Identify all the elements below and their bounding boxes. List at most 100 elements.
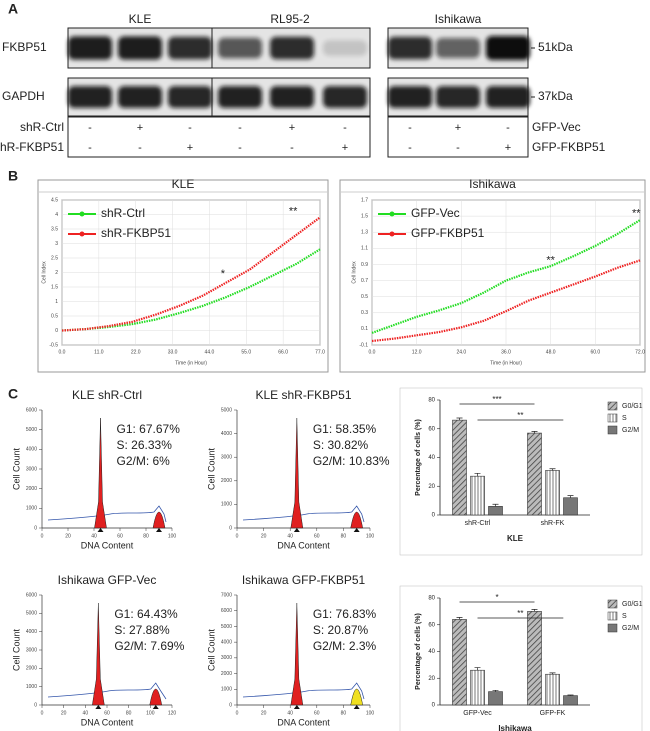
sign: - bbox=[343, 122, 347, 134]
x-axis-label: DNA Content bbox=[81, 717, 134, 727]
g2-peak bbox=[350, 688, 364, 706]
phase-label: G1: 58.35% bbox=[313, 422, 377, 436]
sign: - bbox=[506, 122, 510, 134]
y-tick-label: -0.5 bbox=[49, 342, 58, 348]
annotation: ** bbox=[546, 254, 555, 266]
bar bbox=[563, 497, 578, 516]
panel-label: A bbox=[8, 1, 18, 17]
y-axis-label: Cell Count bbox=[11, 447, 21, 490]
peak-marker bbox=[156, 528, 162, 532]
y-tick-label: 4.5 bbox=[51, 197, 58, 203]
size-label: 37kDa bbox=[538, 89, 573, 103]
x-tick-label: 20 bbox=[61, 710, 67, 716]
error-bar bbox=[492, 689, 499, 692]
chart-title: KLE shR-FKBP51 bbox=[255, 388, 351, 402]
peak-marker bbox=[152, 705, 159, 709]
g1-peak bbox=[92, 602, 105, 706]
error-bar bbox=[474, 472, 481, 477]
blot-band bbox=[486, 86, 530, 108]
legend-label: S bbox=[622, 613, 627, 620]
y-tick-label: 1.7 bbox=[361, 197, 368, 203]
error-bar bbox=[531, 609, 538, 612]
phase-label: G2/M: 6% bbox=[117, 454, 171, 468]
g2-peak bbox=[149, 688, 163, 706]
blot-band bbox=[68, 36, 112, 60]
x-tick-label: 40 bbox=[91, 533, 97, 539]
y-tick-label: 0 bbox=[432, 513, 436, 519]
legend-marker bbox=[79, 231, 85, 237]
treatment-label: GFP-FKBP51 bbox=[532, 140, 606, 154]
y-tick-label: 60 bbox=[428, 426, 435, 432]
y-tick-label: 7000 bbox=[221, 592, 232, 598]
sign: - bbox=[238, 122, 242, 134]
error-bar bbox=[567, 694, 574, 696]
significance-label: ** bbox=[517, 411, 523, 420]
x-tick-label: 40 bbox=[287, 533, 293, 539]
x-tick-label: 0 bbox=[236, 533, 239, 539]
blot-band bbox=[436, 38, 480, 58]
y-tick-label: 3000 bbox=[221, 455, 232, 461]
peak-marker bbox=[353, 528, 360, 532]
error-bar bbox=[456, 617, 463, 620]
legend-label: shR-FKBP51 bbox=[101, 226, 171, 240]
x-tick-label: 77.0 bbox=[315, 349, 325, 355]
legend-label: G2/M bbox=[622, 625, 639, 632]
legend-label: G0/G1 bbox=[622, 601, 643, 608]
x-tick-label: 80 bbox=[126, 710, 132, 716]
chart-title: KLE bbox=[172, 177, 195, 191]
y-tick-label: 0.3 bbox=[361, 310, 368, 316]
s-phase-outline bbox=[242, 505, 365, 523]
bar bbox=[470, 669, 485, 706]
blot-band bbox=[118, 36, 162, 60]
legend-swatch bbox=[607, 599, 618, 609]
phase-label: G1: 64.43% bbox=[114, 607, 178, 621]
sign: + bbox=[289, 122, 295, 134]
sign: - bbox=[290, 142, 294, 154]
y-tick-label: 4000 bbox=[221, 431, 232, 437]
x-tick-label: 66.0 bbox=[278, 349, 288, 355]
peak-marker bbox=[353, 705, 360, 709]
treatment-label: shR-Ctrl bbox=[20, 120, 64, 134]
blot-band bbox=[486, 36, 530, 60]
bar bbox=[545, 673, 560, 706]
group-label: RL95-2 bbox=[270, 12, 310, 26]
phase-label: G1: 76.83% bbox=[313, 607, 377, 621]
y-tick-label: 2 bbox=[55, 270, 58, 276]
x-tick-label: 0 bbox=[41, 710, 44, 716]
legend-swatch bbox=[607, 611, 618, 621]
x-tick-label: 72.0 bbox=[635, 349, 645, 355]
x-tick-label: 22.0 bbox=[131, 349, 141, 355]
bar bbox=[452, 419, 467, 516]
y-tick-label: 3 bbox=[55, 241, 58, 247]
x-tick-label: 60 bbox=[314, 533, 320, 539]
phase-label: G1: 67.67% bbox=[117, 422, 181, 436]
y-tick-label: 1 bbox=[55, 299, 58, 305]
sign: + bbox=[137, 122, 143, 134]
sign: - bbox=[238, 142, 242, 154]
y-tick-label: 0.1 bbox=[361, 326, 368, 332]
x-tick-label: 120 bbox=[168, 710, 177, 716]
chart-title: Ishikawa GFP-FKBP51 bbox=[242, 573, 366, 587]
x-tick-label: shR-Ctrl bbox=[465, 520, 491, 527]
error-bar bbox=[549, 672, 556, 675]
peak-marker bbox=[97, 528, 104, 532]
s-phase-outline bbox=[47, 505, 167, 523]
y-tick-label: 0.7 bbox=[361, 278, 368, 284]
y-axis-label: Cell Count bbox=[11, 628, 21, 671]
error-bar bbox=[456, 417, 463, 421]
y-tick-label: 40 bbox=[428, 649, 435, 655]
error-bar bbox=[492, 503, 499, 507]
blot-band bbox=[388, 86, 432, 108]
peak-marker bbox=[95, 705, 102, 709]
x-tick-label: 36.0 bbox=[501, 349, 511, 355]
bar bbox=[527, 611, 542, 706]
x-tick-label: 80 bbox=[341, 533, 347, 539]
g1-peak bbox=[290, 417, 304, 529]
legend-marker bbox=[389, 231, 395, 237]
x-tick-label: 20 bbox=[65, 533, 71, 539]
y-axis-label: Cell Index bbox=[41, 261, 47, 284]
series-line bbox=[371, 219, 641, 334]
y-tick-label: 80 bbox=[428, 398, 435, 404]
treatment-label: shR-FKBP51 bbox=[0, 140, 64, 154]
